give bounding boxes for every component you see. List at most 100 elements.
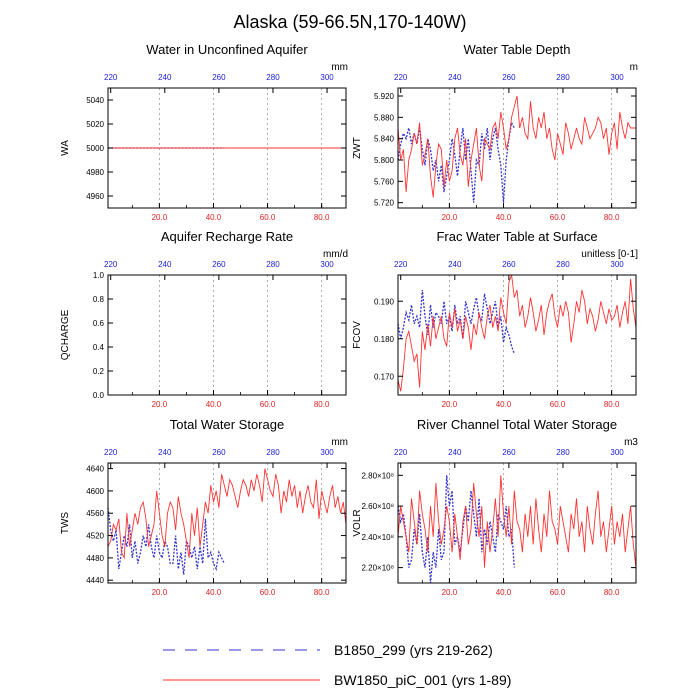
panel-3: Aquifer Recharge Rate mm/d 0.0 0.2 0.4 0.6 0.8… [60, 229, 348, 409]
y-tick-label: 5.920 [374, 92, 395, 101]
panel-title: River Channel Total Water Storage [417, 417, 617, 432]
units-label: unitless [0-1] [581, 249, 638, 260]
x-tick-label-top: 280 [556, 448, 570, 457]
y-tick-label: 5.800 [374, 156, 395, 165]
x-tick-label-top: 240 [448, 73, 462, 82]
x-tick-label-bottom: 80.0 [314, 588, 330, 597]
series-group [397, 274, 637, 392]
x-tick-label-bottom: 80.0 [604, 400, 620, 409]
x-tick-label-top: 300 [610, 73, 624, 82]
x-tick-label-top: 280 [266, 448, 280, 457]
x-tick-label-bottom: 60.0 [550, 213, 566, 222]
x-tick-label-top: 220 [104, 260, 118, 269]
series-line-b1850 [397, 289, 515, 355]
x-tick-label-top: 300 [610, 448, 624, 457]
x-tick-label-top: 240 [158, 73, 172, 82]
legend-label-2: BW1850_piC_001 (yrs 1-89) [334, 672, 511, 688]
x-tick-label-bottom: 60.0 [550, 400, 566, 409]
x-tick-label-top: 260 [212, 448, 226, 457]
x-tick-label-top: 240 [448, 260, 462, 269]
x-tick-label-bottom: 40.0 [496, 213, 512, 222]
series-group [397, 475, 637, 584]
panel-title: Aquifer Recharge Rate [161, 229, 293, 244]
y-tick-label: 4640 [86, 465, 104, 474]
panel-title: Water Table Depth [464, 42, 571, 57]
panel-5: Total Water Storage mm 4440 4480 4520 4560 460… [60, 417, 348, 597]
y-tick-label: 0.4 [93, 343, 105, 352]
x-tick-label-bottom: 40.0 [206, 213, 222, 222]
y-tick-label: 0.6 [93, 319, 105, 328]
y-tick-label: 5.720 [374, 199, 395, 208]
panel-title: Total Water Storage [170, 417, 284, 432]
x-tick-label-top: 220 [104, 448, 118, 457]
x-tick-label-top: 240 [158, 260, 172, 269]
x-tick-label-top: 220 [104, 73, 118, 82]
plot-frame [397, 274, 637, 396]
series-group [107, 468, 347, 575]
x-tick-label-top: 280 [556, 260, 570, 269]
units-label: mm [331, 62, 348, 73]
y-tick-label: 2.20×10⁸ [361, 564, 394, 573]
y-tick-label: 5020 [86, 120, 104, 129]
y-tick-label: 0.190 [374, 297, 395, 306]
x-tick-label-top: 280 [266, 73, 280, 82]
x-tick-label-bottom: 80.0 [604, 588, 620, 597]
x-tick-label-top: 240 [448, 448, 462, 457]
y-tick-label: 4520 [86, 532, 104, 541]
units-label: mm/d [323, 249, 348, 260]
y-tick-label: 5.880 [374, 113, 395, 122]
x-tick-label-top: 260 [502, 73, 516, 82]
y-tick-label: 5.840 [374, 135, 395, 144]
panel-title: Frac Water Table at Surface [436, 229, 597, 244]
x-tick-label-bottom: 80.0 [604, 213, 620, 222]
y-tick-label: 4560 [86, 509, 104, 518]
series-line-bw1850 [397, 475, 637, 568]
units-label: m [630, 62, 638, 73]
y-tick-label: 0.0 [93, 391, 105, 400]
panel-title: Water in Unconfined Aquifer [146, 42, 308, 57]
y-axis-label: FCOV [352, 321, 363, 349]
series-group [397, 95, 636, 203]
panel-6: River Channel Total Water Storage m3 2.20×… [352, 417, 638, 597]
y-tick-label: 4440 [86, 576, 104, 585]
y-tick-label: 4980 [86, 168, 104, 177]
x-tick-label-bottom: 20.0 [442, 213, 458, 222]
x-tick-label-bottom: 20.0 [442, 588, 458, 597]
series-line-b1850 [107, 507, 225, 575]
x-tick-label-bottom: 60.0 [260, 213, 276, 222]
y-tick-label: 0.180 [374, 335, 395, 344]
panel-2: Water Table Depth m 5.720 5.760 5.800 5.840 5.… [352, 42, 638, 222]
x-tick-label-bottom: 20.0 [152, 213, 168, 222]
x-tick-label-bottom: 40.0 [206, 588, 222, 597]
y-tick-label: 4480 [86, 554, 104, 563]
y-axis-label: TWS [60, 512, 71, 535]
panel-1: Water in Unconfined Aquifer mm 4960 4980 500… [60, 42, 348, 222]
x-tick-label-top: 300 [320, 73, 334, 82]
x-tick-label-top: 280 [556, 73, 570, 82]
y-axis-label: WA [60, 140, 71, 156]
legend: B1850_299 (yrs 219-262) BW1850_piC_001 (y… [163, 642, 511, 688]
plot-frame [397, 87, 637, 209]
x-tick-label-top: 300 [320, 448, 334, 457]
x-tick-label-bottom: 20.0 [442, 400, 458, 409]
units-label: mm [331, 437, 348, 448]
x-tick-label-top: 220 [394, 448, 408, 457]
y-axis-label: ZWT [352, 137, 363, 159]
units-label: m3 [624, 437, 638, 448]
series-line-bw1850 [397, 274, 637, 392]
x-tick-label-bottom: 40.0 [206, 400, 222, 409]
y-tick-label: 4600 [86, 487, 104, 496]
figure-title: Alaska (59-66.5N,170-140W) [233, 12, 466, 32]
panels-group: Water in Unconfined Aquifer mm 4960 4980 500… [60, 42, 638, 597]
x-tick-label-top: 300 [320, 260, 334, 269]
plot-frame [107, 462, 347, 584]
x-tick-label-bottom: 60.0 [550, 588, 566, 597]
y-tick-label: 0.8 [93, 295, 105, 304]
x-tick-label-bottom: 60.0 [260, 400, 276, 409]
x-tick-label-top: 260 [502, 260, 516, 269]
y-tick-label: 5000 [86, 144, 104, 153]
y-tick-label: 2.60×10⁸ [361, 502, 394, 511]
x-tick-label-top: 260 [212, 73, 226, 82]
y-tick-label: 0.2 [93, 367, 105, 376]
